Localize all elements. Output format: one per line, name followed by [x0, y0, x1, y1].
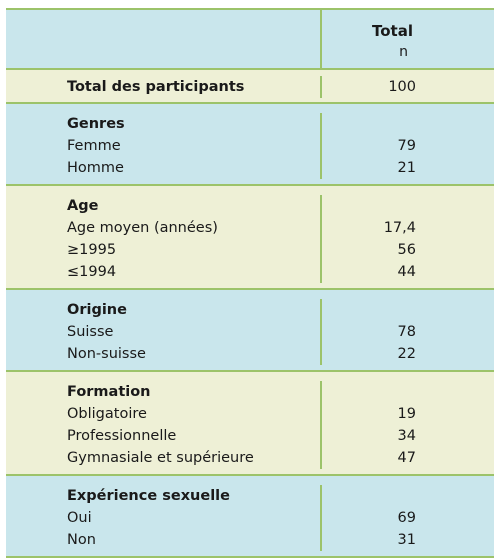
row-label: ≤1994: [67, 264, 117, 280]
row-label: Suisse: [67, 324, 114, 340]
group-formation: Formation Obligatoire Professionnelle Gy…: [6, 372, 494, 476]
group-age: Age Age moyen (années) ≥1995 ≤1994 17,4 …: [6, 186, 494, 290]
header-label-cell: [6, 10, 320, 68]
group-title: Age: [67, 198, 99, 214]
row-label: Gymnasiale et supérieure: [67, 450, 254, 466]
row-label: Homme: [67, 160, 124, 176]
group-experience-sexuelle: Expérience sexuelle Oui Non 69 31: [6, 476, 494, 558]
row-label: Femme: [67, 138, 121, 154]
column-header-n: n: [399, 44, 408, 60]
row-value: 79: [397, 138, 416, 154]
header-total-cell: Total n: [320, 10, 494, 68]
row-value: 44: [397, 264, 416, 280]
row-label: Oui: [67, 510, 92, 526]
group-title: Origine: [67, 302, 127, 318]
row-label: ≥1995: [67, 242, 117, 258]
group-title: Expérience sexuelle: [67, 488, 230, 504]
participants-table: Total n Total des participants 100 Genre…: [6, 8, 494, 558]
row-value: 56: [397, 242, 416, 258]
total-label: Total des participants: [67, 79, 245, 95]
group-title: Formation: [67, 384, 151, 400]
row-value: 31: [397, 532, 416, 548]
row-label: Non: [67, 532, 96, 548]
row-value: 21: [397, 160, 416, 176]
header-row: Total n: [6, 10, 494, 70]
row-value: 78: [397, 324, 416, 340]
row-value: 47: [397, 450, 416, 466]
row-value: 22: [397, 346, 416, 362]
group-genres: Genres Femme Homme 79 21: [6, 104, 494, 186]
row-label: Non-suisse: [67, 346, 146, 362]
group-title: Genres: [67, 116, 125, 132]
group-origine: Origine Suisse Non-suisse 78 22: [6, 290, 494, 372]
total-row: Total des participants 100: [6, 70, 494, 104]
row-value: 69: [397, 510, 416, 526]
column-header-total: Total: [372, 22, 413, 40]
total-value: 100: [388, 79, 416, 95]
row-value: 17,4: [383, 220, 416, 236]
row-label: Professionnelle: [67, 428, 177, 444]
row-label: Obligatoire: [67, 406, 147, 422]
row-value: 19: [397, 406, 416, 422]
row-value: 34: [397, 428, 416, 444]
row-label: Age moyen (années): [67, 220, 218, 236]
